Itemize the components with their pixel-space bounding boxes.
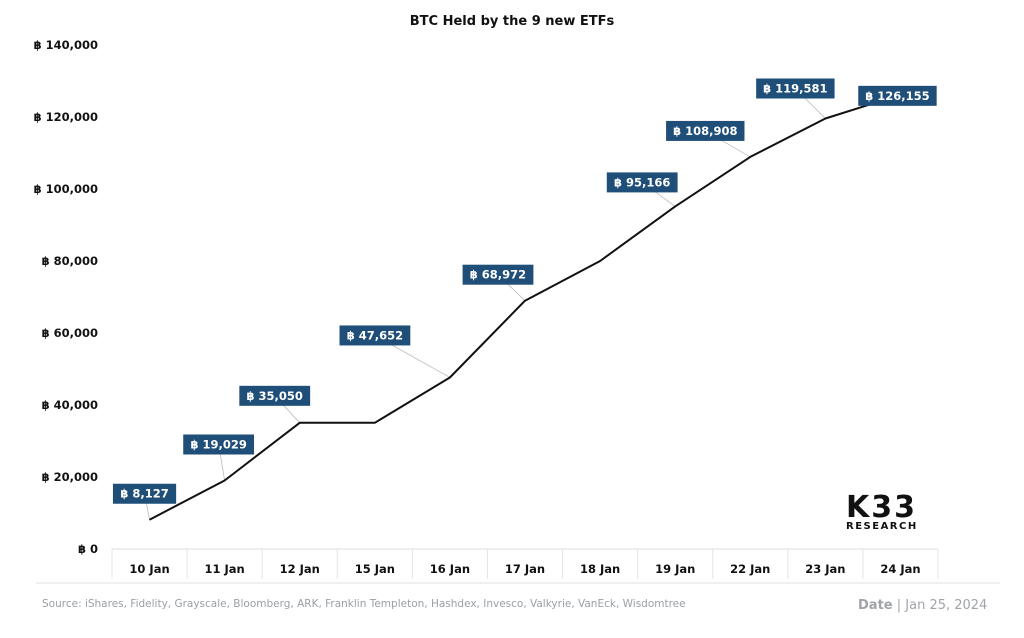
k33-research-logo: K33 RESEARCH bbox=[846, 490, 930, 532]
data-label: ฿ 119,581 bbox=[763, 82, 827, 96]
chart-title: BTC Held by the 9 new ETFs bbox=[410, 14, 615, 29]
logo-sub: RESEARCH bbox=[846, 521, 918, 532]
data-labels: ฿ 8,127 ฿ 19,029 ฿ 35,050 ฿ 47,652 ฿ 68,972 ฿… bbox=[112, 78, 937, 504]
x-axis: 10 Jan 11 Jan 12 Jan 15 Jan 16 Jan 17 Jan 18 J… bbox=[36, 548, 1000, 584]
data-label-box bbox=[239, 385, 311, 406]
x-tick-label: 16 Jan bbox=[430, 562, 470, 576]
y-tick-label: ฿ 20,000 bbox=[42, 470, 98, 484]
logo-main: K33 bbox=[846, 490, 917, 525]
y-tick-label: ฿ 80,000 bbox=[42, 254, 98, 268]
data-label-box bbox=[339, 325, 411, 346]
data-label: ฿ 35,050 bbox=[247, 389, 303, 403]
y-tick-label: ฿ 0 bbox=[78, 542, 98, 556]
data-label-box bbox=[183, 434, 255, 455]
x-tick-label: 23 Jan bbox=[805, 562, 845, 576]
x-tick-label: 24 Jan bbox=[880, 562, 920, 576]
y-tick-label: ฿ 40,000 bbox=[42, 398, 98, 412]
data-label: ฿ 19,029 bbox=[190, 437, 246, 451]
x-tick-label: 18 Jan bbox=[580, 562, 620, 576]
x-tick-label: 22 Jan bbox=[730, 562, 770, 576]
x-tick-label: 15 Jan bbox=[355, 562, 395, 576]
x-tick-label: 10 Jan bbox=[129, 562, 169, 576]
series-line-group bbox=[149, 93, 901, 521]
data-label: ฿ 108,908 bbox=[673, 124, 737, 138]
data-label-box bbox=[606, 172, 678, 193]
data-label-box bbox=[666, 120, 745, 141]
date-stamp: Date | Jan 25, 2024 bbox=[858, 598, 988, 613]
data-label: ฿ 95,166 bbox=[614, 175, 670, 189]
series-line bbox=[149, 93, 901, 521]
y-tick-label: ฿ 140,000 bbox=[34, 38, 98, 52]
data-label: ฿ 47,652 bbox=[347, 328, 403, 342]
source-note: Source: iShares, Fidelity, Grayscale, Bl… bbox=[42, 598, 686, 610]
y-tick-label: ฿ 120,000 bbox=[34, 110, 98, 124]
data-label-box bbox=[462, 264, 534, 285]
x-tick-label: 17 Jan bbox=[505, 562, 545, 576]
x-tick-label: 11 Jan bbox=[205, 562, 245, 576]
y-tick-label: ฿ 60,000 bbox=[42, 326, 98, 340]
date-value: Jan 25, 2024 bbox=[905, 598, 988, 613]
data-label-box bbox=[112, 483, 177, 504]
x-tick-label: 12 Jan bbox=[280, 562, 320, 576]
data-label: ฿ 68,972 bbox=[470, 268, 526, 282]
data-label: ฿ 8,127 bbox=[120, 487, 168, 501]
date-label: Date bbox=[858, 598, 893, 613]
data-label: ฿ 126,155 bbox=[865, 89, 929, 103]
data-label-box bbox=[858, 85, 937, 106]
y-tick-label: ฿ 100,000 bbox=[34, 182, 98, 196]
data-label-box bbox=[756, 78, 835, 99]
x-tick-label: 19 Jan bbox=[655, 562, 695, 576]
y-axis-ticks: ฿ 0 ฿ 20,000 ฿ 40,000 ฿ 60,000 ฿ 80,000 ฿ 100… bbox=[34, 38, 98, 556]
